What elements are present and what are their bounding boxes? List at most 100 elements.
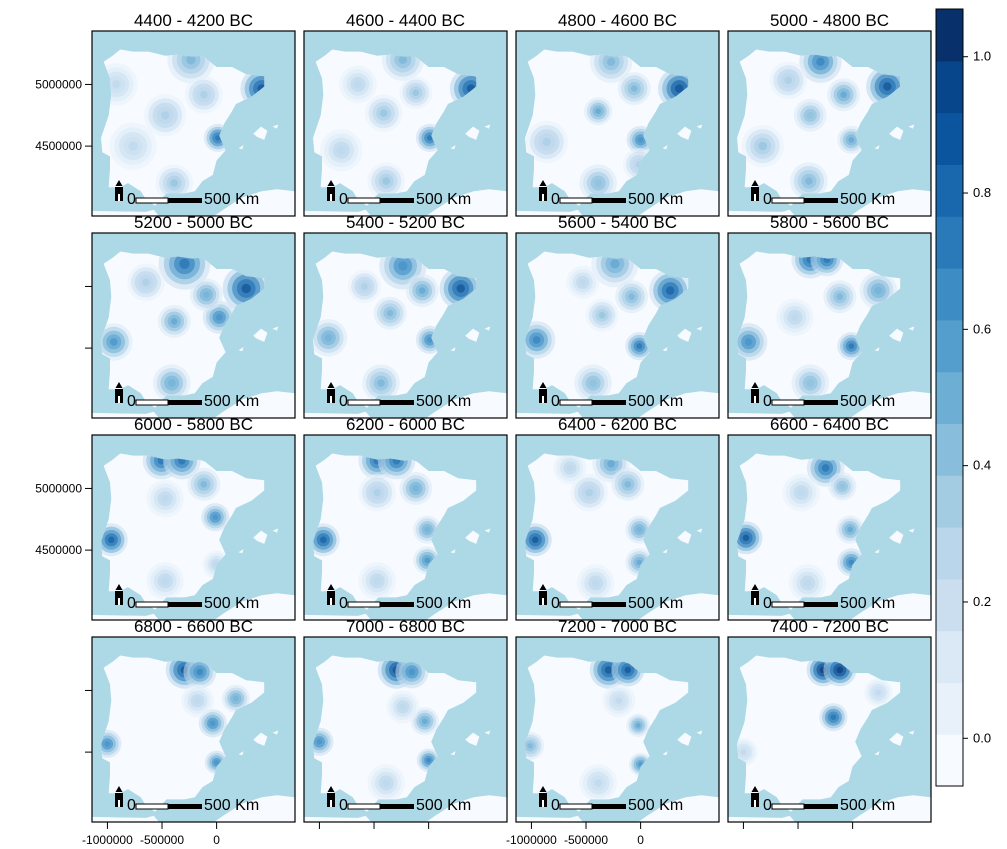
density-contour [666,286,675,295]
density-contour [203,291,210,299]
balearic-island [238,751,244,756]
scale-label-end: 500 Km [204,393,259,410]
north-africa-land [304,391,507,418]
scale-label-end: 500 Km [840,393,895,410]
density-surface [525,655,653,802]
map-panel-body [728,31,931,216]
balearic-island [484,730,491,735]
colorbar-tick-label: 0.8 [973,185,991,200]
density-contour [636,343,643,349]
balearic-island [272,326,279,331]
density-contour [427,135,433,141]
scale-bar-segment [592,400,626,405]
map-panel-body [304,233,507,418]
balearic-island [253,328,268,342]
density-contour [821,464,830,472]
balearic-island [889,530,904,544]
scale-label-end: 500 Km [628,191,683,208]
scale-label-end: 500 Km [840,595,895,612]
panel-border [91,434,296,621]
density-contour [532,536,539,544]
y-tick-label: 5000000 [35,481,82,495]
density-contour [179,258,190,269]
scale-bar: 0 500 Km [763,595,895,612]
map-panel: 0 500 Km 6200 - 6000 BC [303,415,508,621]
density-contour [839,483,846,490]
density-contour [624,666,632,674]
colorbar-swatch [936,60,963,114]
colorbar-swatch [936,734,963,787]
north-africa-land [516,795,719,822]
y-tick-label: 4500000 [35,139,82,153]
scale-bar-segment [592,602,626,607]
scale-bar-segment [347,197,381,204]
colorbar-tick-label: 0.6 [973,321,991,336]
scale-bar-segment [380,804,414,809]
panel-border [727,232,932,419]
iberia-land [313,655,477,812]
scale-bar: 0 500 Km [551,797,683,814]
north-arrow-icon [539,584,547,605]
colorbar-swatch [936,527,963,580]
panel-border [91,232,296,419]
density-contour [426,757,431,763]
scale-bar-segment [804,198,838,203]
balearic-island [696,528,703,533]
density-contour [830,714,837,720]
density-surface [313,453,442,600]
density-contour [215,135,221,141]
density-contour [170,179,178,187]
scale-bar-segment [135,399,169,406]
density-contour [579,279,587,286]
scale-bar-segment [559,803,593,810]
scale-bar-segment [135,803,169,810]
colorbar-swatch [936,630,963,683]
scale-label-zero: 0 [339,595,348,612]
panel-title: 6800 - 6600 BC [134,617,253,636]
balearic-island [465,126,480,140]
density-contour [196,668,204,676]
density-contour [110,338,118,346]
scale-bar-segment [168,198,202,203]
density-contour [418,287,426,294]
density-contour [456,284,465,293]
france-outline [411,31,507,75]
scale-bar: 0 500 Km [127,191,259,208]
france-outline [199,31,295,75]
north-arrow-icon [751,180,759,201]
density-contour [214,760,220,765]
map-panel-body [516,637,719,822]
scale-label-end: 500 Km [628,393,683,410]
density-contour [816,57,825,66]
balearic-island [465,732,480,746]
scale-bar-segment [592,198,626,203]
colorbar-swatch [936,268,963,321]
north-africa-land [728,593,931,620]
density-contour [104,741,111,747]
scale-label-end: 500 Km [840,191,895,208]
density-contour [635,723,641,728]
panel-title: 7000 - 6800 BC [346,617,465,636]
france-outline [835,435,931,479]
scale-bar: 0 500 Km [127,797,259,814]
north-arrow-icon [751,584,759,605]
density-contour [784,76,793,85]
balearic-island [253,126,268,140]
density-contour [215,314,223,321]
balearic-island [908,326,915,331]
france-outline [199,233,295,277]
y-tick-label: 5000000 [35,77,82,91]
colorbar-swatch [936,319,963,373]
balearic-island [889,126,904,140]
density-contour [604,666,613,674]
scale-bar-segment [592,804,626,809]
density-contour [379,109,388,117]
density-contour [424,557,431,564]
panel-title: 4600 - 4400 BC [346,11,465,30]
balearic-island [696,326,703,331]
panel-border [91,30,296,217]
density-contour [806,379,814,387]
density-surface [320,49,477,200]
density-contour [624,481,632,488]
